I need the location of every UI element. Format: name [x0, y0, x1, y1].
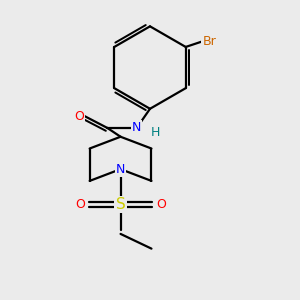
Text: O: O: [75, 198, 85, 211]
Text: O: O: [156, 198, 166, 211]
Text: H: H: [151, 126, 160, 139]
Text: O: O: [74, 110, 84, 123]
Text: S: S: [116, 197, 125, 212]
Text: Br: Br: [202, 34, 216, 48]
Text: N: N: [132, 122, 141, 134]
Text: N: N: [116, 163, 125, 176]
